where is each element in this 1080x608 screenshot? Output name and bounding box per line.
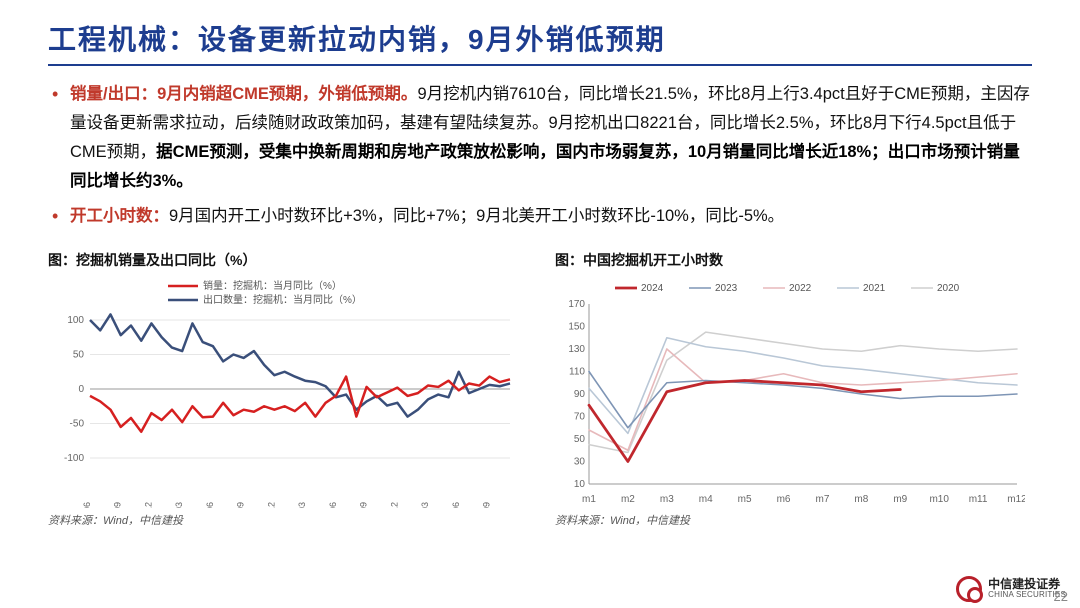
svg-text:2021-06: 2021-06 bbox=[82, 502, 92, 508]
svg-text:m11: m11 bbox=[969, 494, 988, 505]
svg-text:90: 90 bbox=[574, 389, 586, 400]
bullet-label: 销量/出口： bbox=[70, 85, 157, 103]
bullet-label: 开工小时数： bbox=[70, 207, 169, 225]
svg-text:m12: m12 bbox=[1007, 494, 1025, 505]
svg-text:m5: m5 bbox=[738, 494, 752, 505]
chart1-source: 资料来源：Wind，中信建投 bbox=[48, 512, 525, 528]
svg-text:m9: m9 bbox=[893, 494, 907, 505]
svg-text:m1: m1 bbox=[582, 494, 596, 505]
svg-text:出口数量：挖掘机：当月同比（%）: 出口数量：挖掘机：当月同比（%） bbox=[203, 293, 362, 306]
svg-text:130: 130 bbox=[568, 344, 585, 355]
svg-text:0: 0 bbox=[78, 384, 84, 395]
svg-text:2022-12: 2022-12 bbox=[266, 502, 276, 508]
svg-text:m10: m10 bbox=[929, 494, 949, 505]
footer: 中信建投证券 CHINA SECURITIES bbox=[956, 576, 1066, 602]
svg-text:m4: m4 bbox=[699, 494, 713, 505]
chart1-title: 图：挖掘机销量及出口同比（%） bbox=[48, 250, 525, 270]
svg-text:销量：挖掘机：当月同比（%）: 销量：挖掘机：当月同比（%） bbox=[203, 279, 342, 292]
svg-text:50: 50 bbox=[574, 434, 586, 445]
svg-text:30: 30 bbox=[574, 457, 586, 468]
bullet-lead: 9月内销超CME预期，外销低预期。 bbox=[157, 85, 417, 103]
svg-text:2020: 2020 bbox=[937, 283, 960, 294]
svg-text:2023-12: 2023-12 bbox=[389, 502, 399, 508]
svg-text:m3: m3 bbox=[660, 494, 674, 505]
svg-text:2024-03: 2024-03 bbox=[420, 502, 430, 508]
chart1-svg: 销量：挖掘机：当月同比（%）出口数量：挖掘机：当月同比（%） -100 -50 0 50… bbox=[48, 278, 518, 508]
chart2-svg: 2024 2023 2022 2021 2020 10 30 50 70 90 110 130 150 1… bbox=[555, 278, 1025, 508]
brand-logo-icon bbox=[956, 576, 982, 602]
bullet-hours: 开工小时数：9月国内开工小时数环比+3%，同比+7%；9月北美开工小时数环比-1… bbox=[48, 202, 1032, 231]
bullet-body: 9月国内开工小时数环比+3%，同比+7%；9月北美开工小时数环比-10%，同比-… bbox=[169, 207, 784, 225]
svg-text:2023: 2023 bbox=[715, 283, 738, 294]
svg-text:2023-06: 2023-06 bbox=[328, 502, 338, 508]
svg-text:2022: 2022 bbox=[789, 283, 812, 294]
svg-text:m7: m7 bbox=[816, 494, 830, 505]
svg-text:m8: m8 bbox=[854, 494, 868, 505]
svg-text:2024: 2024 bbox=[641, 283, 664, 294]
svg-text:2021: 2021 bbox=[863, 283, 886, 294]
chart2-source: 资料来源：Wind，中信建投 bbox=[555, 512, 1032, 528]
svg-text:2022-03: 2022-03 bbox=[174, 502, 184, 508]
svg-text:10: 10 bbox=[574, 479, 586, 490]
svg-text:2023-09: 2023-09 bbox=[359, 502, 369, 508]
svg-text:m2: m2 bbox=[621, 494, 635, 505]
svg-text:2024-09: 2024-09 bbox=[482, 502, 492, 508]
svg-text:110: 110 bbox=[569, 367, 585, 378]
svg-text:-50: -50 bbox=[70, 419, 85, 430]
title-block: 工程机械：设备更新拉动内销，9月外销低预期 bbox=[48, 18, 1032, 66]
svg-text:100: 100 bbox=[67, 315, 84, 326]
svg-text:170: 170 bbox=[568, 299, 585, 310]
bullet-list: 销量/出口：9月内销超CME预期，外销低预期。9月挖机内销7610台，同比增长2… bbox=[48, 80, 1032, 230]
chart2-title: 图：中国挖掘机开工小时数 bbox=[555, 250, 1032, 270]
svg-text:m6: m6 bbox=[777, 494, 791, 505]
svg-text:2021-12: 2021-12 bbox=[143, 502, 153, 508]
chart-left: 图：挖掘机销量及出口同比（%） 销量：挖掘机：当月同比（%）出口数量：挖掘机：当… bbox=[48, 250, 525, 528]
svg-text:50: 50 bbox=[73, 350, 85, 361]
svg-text:2021-09: 2021-09 bbox=[113, 502, 123, 508]
svg-text:2022-09: 2022-09 bbox=[236, 502, 246, 508]
svg-text:2023-03: 2023-03 bbox=[297, 502, 307, 508]
chart-right: 图：中国挖掘机开工小时数 2024 2023 2022 2021 2020 10 30 50 7… bbox=[555, 250, 1032, 528]
bullet-sales: 销量/出口：9月内销超CME预期，外销低预期。9月挖机内销7610台，同比增长2… bbox=[48, 80, 1032, 196]
svg-text:2022-06: 2022-06 bbox=[205, 502, 215, 508]
page-number: 22 bbox=[1054, 589, 1068, 604]
svg-text:150: 150 bbox=[568, 322, 585, 333]
page-title: 工程机械：设备更新拉动内销，9月外销低预期 bbox=[48, 18, 1032, 58]
svg-text:70: 70 bbox=[574, 412, 586, 423]
svg-text:-100: -100 bbox=[64, 453, 84, 464]
bullet-body-b: 据CME预测，受集中换新周期和房地产政策放松影响，国内市场弱复苏，10月销量同比… bbox=[70, 143, 1020, 190]
svg-text:2024-06: 2024-06 bbox=[451, 502, 461, 508]
